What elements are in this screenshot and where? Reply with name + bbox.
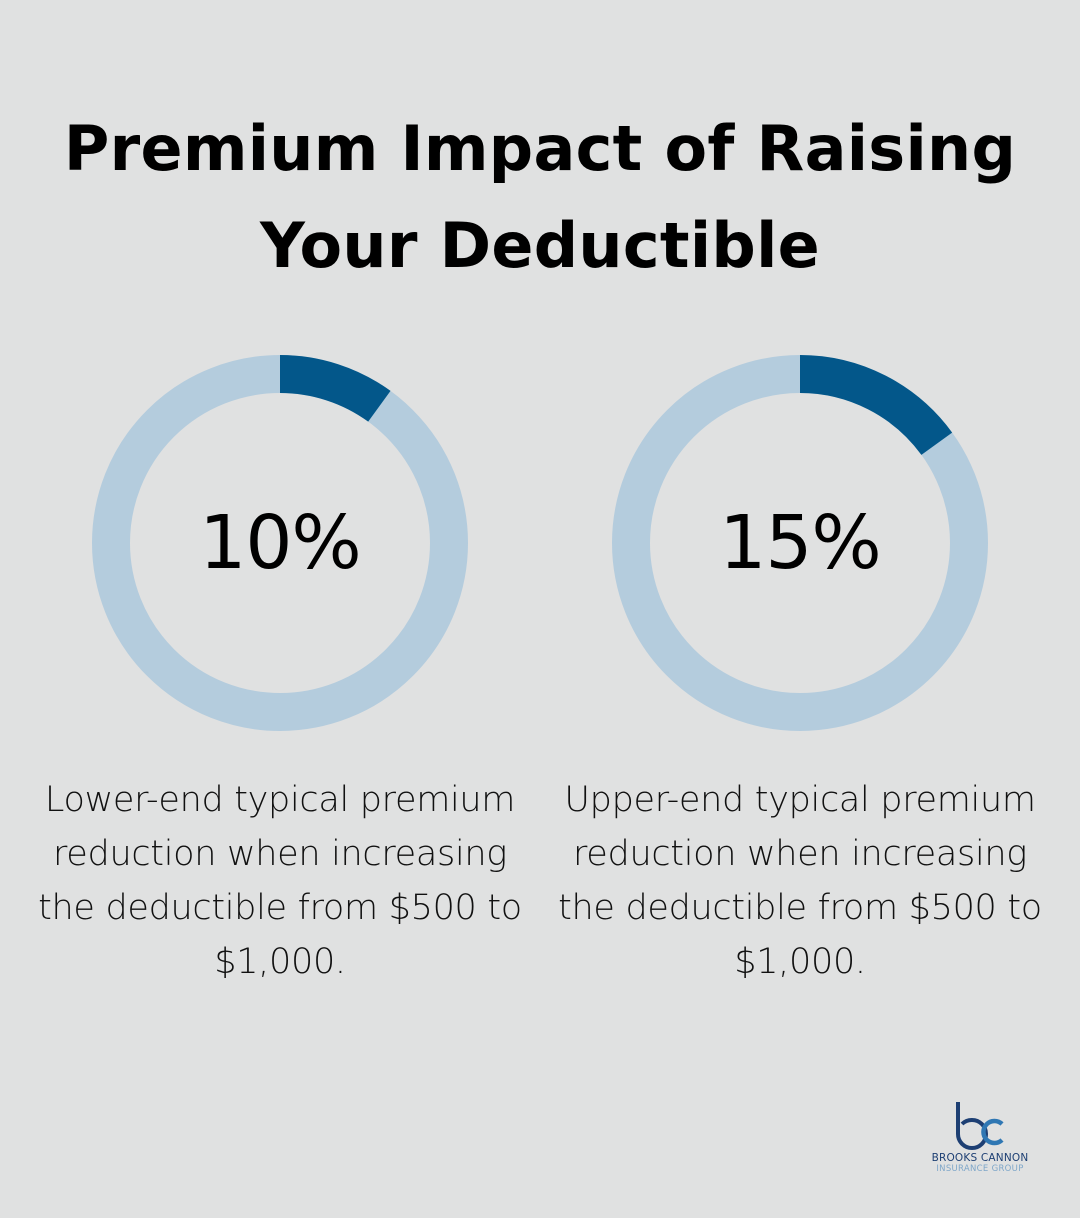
donut-chart-lower [92, 355, 468, 731]
donut-chart-upper [612, 355, 988, 731]
logo-line-2: INSURANCE GROUP [936, 1164, 1024, 1174]
percentage-value: 10% [199, 500, 361, 586]
percentage-value: 15% [719, 500, 881, 586]
logo-line-1: BROOKS CANNON [931, 1152, 1029, 1164]
page-title: Premium Impact of Raising Your Deductibl… [63, 112, 1017, 282]
brand-logo: BROOKS CANNON INSURANCE GROUP [925, 1100, 1035, 1180]
stat-description: Lower-end typical premium reduction when… [38, 780, 522, 982]
bc-logo-icon [956, 1102, 1004, 1150]
stat-description: Upper-end typical premium reduction when… [558, 780, 1042, 982]
